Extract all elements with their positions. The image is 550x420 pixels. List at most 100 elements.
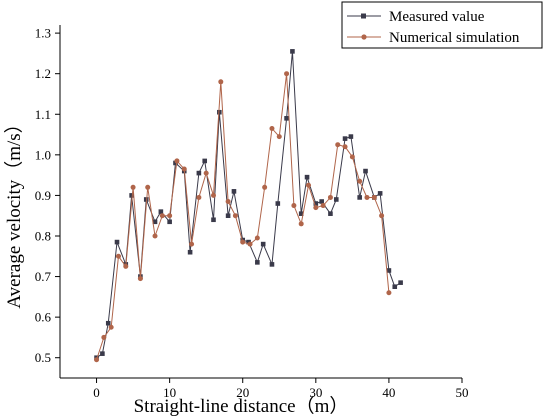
y-tick-label: 1.1 (35, 107, 51, 122)
data-point (363, 168, 368, 174)
x-tick-label: 30 (309, 385, 322, 400)
data-point (291, 203, 297, 209)
x-tick-label: 10 (163, 385, 176, 400)
data-point (306, 182, 312, 188)
data-point (342, 136, 348, 141)
data-point (386, 268, 392, 273)
data-point (225, 199, 231, 204)
y-tick-label: 1.3 (35, 26, 51, 41)
data-point (313, 205, 319, 211)
data-point (269, 262, 275, 267)
data-point (167, 213, 173, 219)
data-point (101, 334, 107, 340)
data-point (218, 79, 224, 85)
data-point (298, 221, 304, 227)
data-point (225, 213, 231, 219)
x-axis-title: Straight-line distance（m） (134, 395, 349, 417)
y-tick-label: 0.9 (35, 188, 51, 203)
data-point (327, 194, 333, 200)
x-tick-label: 40 (382, 385, 395, 400)
x-tick-label: 50 (456, 385, 469, 400)
legend-label-measured: Measured value (389, 9, 485, 25)
data-point (152, 219, 158, 225)
data-point (371, 194, 377, 200)
data-point (246, 239, 251, 245)
data-point (203, 170, 209, 176)
legend-box (341, 1, 543, 49)
data-point (187, 249, 193, 255)
data-point (181, 166, 187, 172)
y-tick-label: 1.0 (35, 147, 51, 162)
plot-frame (59, 25, 462, 379)
data-point (115, 253, 121, 259)
data-point (173, 160, 178, 166)
data-point (196, 170, 202, 176)
x-tick-label: 20 (236, 385, 249, 400)
data-point (260, 241, 266, 247)
legend: Measured value Numerical simulation (341, 1, 543, 49)
data-point (319, 199, 324, 204)
data-point (130, 184, 136, 190)
data-point (284, 71, 290, 77)
data-point (167, 219, 172, 225)
series-0 (94, 49, 403, 361)
data-point (320, 203, 326, 209)
legend-label-simulation: Numerical simulation (389, 30, 520, 46)
data-point (377, 191, 383, 196)
y-axis-title: Average velocity（m/s） (3, 114, 25, 308)
data-point (231, 189, 237, 194)
data-point (386, 290, 392, 296)
y-axis: 0.5 0.6 0.7 0.8 0.9 1.0 1.1 1.2 1.3 (35, 26, 60, 365)
data-point (357, 178, 363, 184)
data-point (276, 134, 282, 140)
data-point (357, 195, 362, 200)
data-point (189, 241, 195, 247)
data-point (137, 276, 143, 282)
data-point (105, 320, 111, 326)
data-point (100, 351, 105, 356)
y-tick-label: 0.7 (35, 269, 52, 284)
legend-item-measured: Measured value (347, 9, 485, 25)
data-point (174, 158, 180, 164)
data-point (284, 116, 289, 121)
data-point (379, 213, 385, 219)
data-point (328, 211, 333, 216)
data-point (269, 125, 275, 131)
data-point (123, 263, 129, 269)
legend-item-simulation: Numerical simulation (347, 30, 520, 46)
y-tick-label: 0.8 (35, 228, 51, 243)
data-point (364, 194, 370, 200)
data-point (232, 213, 238, 219)
data-point (262, 184, 268, 190)
data-point (94, 357, 100, 363)
data-point (275, 201, 281, 206)
data-point (202, 158, 208, 164)
data-point (333, 197, 339, 202)
legend-marker-measured (361, 13, 366, 19)
series-1 (94, 71, 392, 363)
data-point (342, 144, 348, 150)
y-tick-label: 0.5 (35, 350, 51, 365)
data-point (211, 217, 216, 223)
series-line (96, 51, 401, 359)
series-line (96, 73, 390, 360)
data-point (129, 193, 134, 198)
data-point (210, 192, 216, 198)
data-point (335, 142, 341, 148)
data-point (298, 211, 304, 216)
data-point (304, 174, 310, 180)
data-point (392, 284, 398, 290)
data-point (158, 209, 164, 214)
y-tick-label: 1.2 (35, 66, 51, 81)
data-point (159, 213, 165, 219)
data-point (152, 233, 158, 239)
data-point (255, 260, 260, 265)
data-point (145, 184, 151, 190)
legend-marker-simulation (361, 34, 367, 40)
data-point (114, 239, 120, 245)
data-point (398, 280, 403, 285)
data-point (313, 201, 319, 206)
data-point (290, 49, 295, 54)
data-point (254, 235, 260, 241)
